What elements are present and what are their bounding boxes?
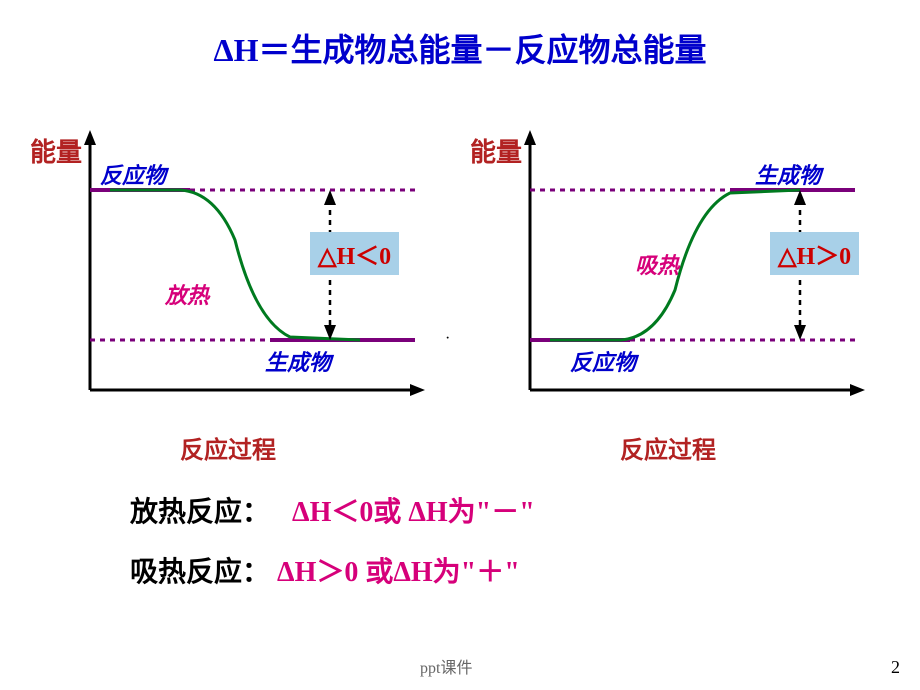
left-mid-label: 放热 (165, 278, 209, 310)
left-energy-diagram: 能量 反应物 放热 生成物 △H＜0 反应过程 (30, 130, 430, 430)
left-bottom-label: 生成物 (265, 345, 331, 377)
left-dh-box: △H＜0 (310, 232, 399, 275)
left-top-label: 反应物 (100, 158, 166, 190)
exo-suffix: ΔH＜0或 ΔH为"－" (292, 497, 535, 528)
exothermic-line: 放热反应： ΔH＜0或 ΔH为"－" (130, 490, 535, 530)
endo-prefix: 吸热反应： (130, 557, 270, 588)
center-dot: · (445, 330, 450, 348)
exo-prefix: 放热反应： (130, 497, 270, 528)
page-number: 2 (891, 657, 900, 678)
endothermic-line: 吸热反应： ΔH＞0 或ΔH为"＋" (130, 550, 520, 590)
right-top-label: 生成物 (755, 158, 821, 190)
right-dh-box: △H＞0 (770, 232, 859, 275)
right-energy-diagram: 能量 生成物 吸热 反应物 △H＞0 反应过程 (470, 130, 870, 430)
right-bottom-label: 反应物 (570, 345, 636, 377)
footer-label: ppt课件 (420, 654, 472, 678)
x-axis-label-right: 反应过程 (620, 430, 716, 465)
right-mid-label: 吸热 (635, 248, 679, 280)
x-axis-label-left: 反应过程 (180, 430, 276, 465)
formula-title: ΔH＝生成物总能量－反应物总能量 (0, 25, 920, 71)
endo-suffix: ΔH＞0 或ΔH为"＋" (277, 557, 520, 588)
